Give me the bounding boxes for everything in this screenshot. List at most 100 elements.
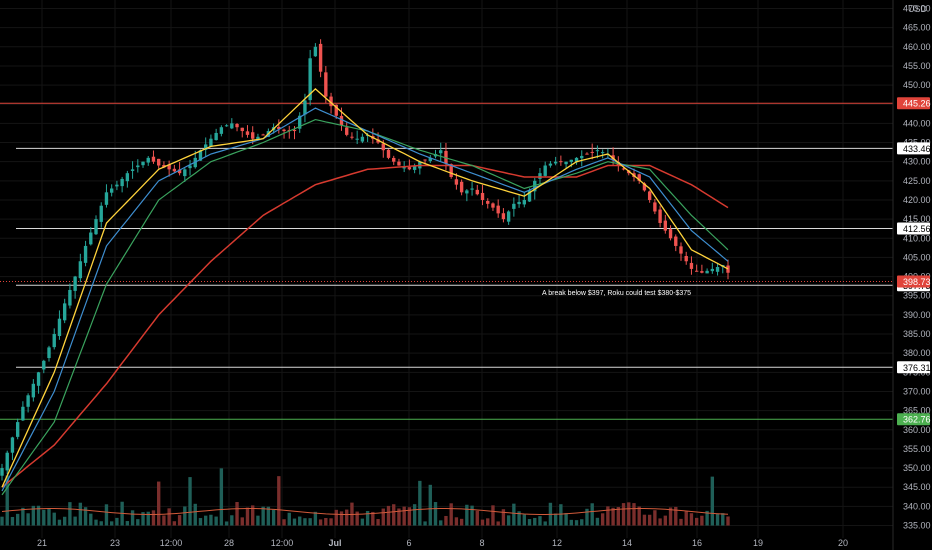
volume-bar — [512, 503, 516, 526]
candle-body — [345, 127, 349, 135]
candle-body — [36, 372, 41, 386]
candle-body — [188, 165, 192, 169]
x-tick-label: Jul — [328, 538, 341, 548]
candle-body — [214, 132, 218, 141]
volume-bar — [266, 506, 271, 526]
candle-body — [157, 158, 161, 166]
volume-bar — [486, 518, 490, 526]
price-axis[interactable]: 470.00465.00460.00455.00450.00445.00440.… — [903, 4, 931, 531]
last-price-tag: 398.73 — [903, 277, 931, 287]
candle-body — [120, 178, 124, 187]
price-tags: 445.26433.46412.56397.73376.31362.76398.… — [897, 97, 931, 426]
volume-bar — [647, 514, 652, 526]
time-axis[interactable]: 21 23 12:00 28 12:00 Jul 6 8 12 14 16 19 20 — [37, 538, 848, 548]
x-tick-label: 6 — [406, 538, 411, 548]
candle-body — [512, 203, 516, 209]
volume-bar — [15, 513, 20, 526]
candle-body — [538, 173, 542, 179]
candle-body — [282, 129, 286, 132]
volume-bar — [559, 504, 563, 526]
candlesticks — [0, 39, 730, 481]
x-tick-label: 20 — [838, 538, 848, 548]
volume-bar — [26, 513, 30, 526]
grid — [0, 0, 893, 538]
candle-body — [715, 267, 720, 272]
volume-bar — [538, 516, 542, 526]
candle-body — [449, 164, 453, 178]
volume-bar — [104, 504, 109, 526]
candle-body — [125, 173, 130, 182]
candle-body — [658, 209, 662, 223]
candle-body — [172, 168, 177, 172]
ema-fast-line — [1, 88, 729, 488]
volume-bar — [418, 480, 422, 526]
volume-bar — [130, 510, 135, 526]
volume-bar — [381, 508, 385, 526]
volume-bar — [204, 515, 208, 526]
volume-bar — [162, 515, 166, 526]
y-tick-label: 425.00 — [903, 176, 931, 186]
volume-bar — [428, 484, 432, 526]
currency-label: USD — [908, 4, 928, 14]
candle-body — [334, 104, 338, 116]
volume-bar — [726, 516, 730, 526]
volume-bar — [5, 475, 9, 526]
candle-body — [109, 188, 114, 193]
volume-bar — [679, 518, 683, 526]
volume-bar — [480, 519, 485, 526]
candle-body — [621, 168, 626, 170]
candle-body — [585, 153, 589, 155]
volume-bar — [668, 507, 673, 526]
candle-body — [553, 161, 558, 164]
candle-body — [26, 395, 30, 407]
annotation-text: A break below $397, Roku could test $380… — [542, 290, 691, 297]
candle-body — [5, 452, 9, 471]
volume-bar — [167, 508, 171, 526]
volume-bar — [303, 518, 307, 526]
y-tick-label: 440.00 — [903, 118, 931, 128]
candle-body — [99, 205, 103, 222]
y-tick-label: 355.00 — [903, 444, 931, 454]
volume-bar — [62, 516, 67, 526]
volume-bar — [324, 517, 328, 526]
volume-bar — [543, 521, 547, 526]
y-tick-label: 450.00 — [903, 80, 931, 90]
volume-bar — [694, 517, 699, 526]
candle-body — [339, 115, 344, 126]
candle-body — [564, 161, 568, 165]
candle-body — [146, 157, 150, 163]
candle-body — [726, 265, 730, 273]
x-tick-label: 12:00 — [271, 538, 294, 548]
volume-bar — [397, 508, 401, 526]
x-tick-label: 12 — [552, 538, 562, 548]
volume-bar — [292, 518, 297, 526]
volume-bar — [329, 518, 333, 526]
volume-bar — [256, 515, 260, 526]
volume-bar — [68, 502, 72, 526]
candle-body — [230, 123, 234, 129]
level-tag-376-31-bg — [897, 361, 930, 374]
y-tick-label: 470.00 — [903, 4, 931, 14]
volume-bar — [245, 507, 250, 526]
y-tick-label: 430.00 — [903, 157, 931, 167]
candle-body — [574, 157, 579, 163]
volume-bar — [240, 517, 244, 526]
volume-bar — [684, 511, 688, 526]
candle-body — [235, 123, 239, 128]
volume-bar — [392, 504, 396, 526]
candle-body — [444, 150, 448, 164]
volume-bar — [251, 505, 255, 526]
level-tag-376-31: 376.31 — [903, 363, 931, 373]
ema-slow-line — [1, 118, 729, 496]
candle-body — [94, 219, 98, 235]
x-tick-label: 16 — [692, 538, 702, 548]
volume-bar — [715, 513, 720, 526]
candle-body — [350, 136, 354, 138]
volume-bar — [439, 520, 443, 526]
volume-bar — [209, 514, 213, 526]
candle-body — [543, 165, 547, 176]
candle-body — [559, 161, 563, 163]
volume-bar — [214, 516, 218, 526]
volume-bar — [177, 515, 182, 526]
